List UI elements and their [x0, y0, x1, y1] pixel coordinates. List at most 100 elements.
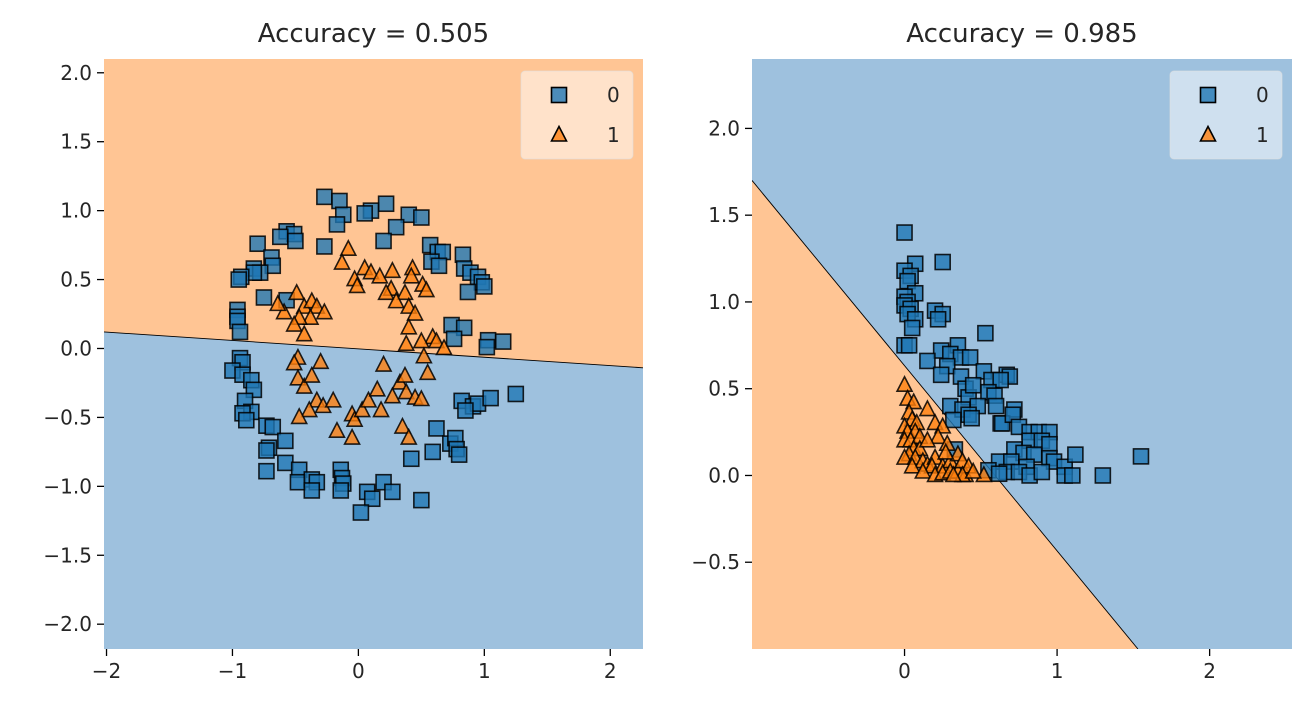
point-class-0 — [1067, 446, 1084, 463]
point-class-0 — [375, 232, 392, 250]
point-class-1 — [324, 390, 343, 408]
x-tick-label: −1 — [218, 659, 247, 683]
legend-marker-square — [1199, 86, 1217, 104]
point-class-1 — [370, 266, 389, 284]
legend-box — [1169, 70, 1283, 160]
y-tick-label: 2.0 — [708, 116, 740, 140]
point-class-1 — [315, 302, 334, 320]
point-class-0 — [430, 257, 448, 275]
point-class-1 — [914, 461, 932, 479]
point-class-1 — [397, 334, 416, 352]
point-class-0 — [494, 333, 512, 350]
point-class-1 — [399, 427, 418, 445]
legend-label: 1 — [607, 123, 620, 147]
point-class-0 — [303, 482, 321, 499]
point-class-0 — [482, 389, 499, 407]
point-class-0 — [387, 218, 405, 236]
point-class-1 — [383, 261, 402, 279]
point-class-0 — [929, 310, 947, 328]
point-class-0 — [963, 409, 980, 427]
point-class-1 — [387, 291, 405, 309]
point-class-1 — [285, 314, 303, 332]
point-class-1 — [333, 252, 351, 270]
point-class-1 — [417, 280, 436, 298]
point-class-0 — [478, 338, 496, 356]
x-tick-label: 2 — [604, 659, 617, 683]
point-class-1 — [301, 307, 320, 325]
point-class-0 — [287, 232, 304, 250]
y-tick-label: 0.5 — [60, 268, 92, 292]
point-class-1 — [377, 283, 395, 301]
point-class-0 — [332, 482, 350, 499]
point-class-1 — [311, 352, 330, 370]
point-class-0 — [934, 253, 951, 271]
point-class-1 — [289, 368, 307, 386]
point-class-1 — [359, 390, 378, 408]
data-points — [895, 224, 1150, 484]
point-class-0 — [900, 337, 918, 354]
point-class-0 — [964, 376, 982, 394]
point-class-0 — [476, 278, 493, 295]
y-axis: 2.0 1.5 1.0 0.5 0.0 −0.5 −1.0 −1.5 −2.0 — [43, 61, 104, 636]
point-class-1 — [918, 399, 937, 417]
point-class-1 — [343, 427, 361, 445]
legend-label: 1 — [1256, 123, 1269, 147]
point-class-1 — [275, 302, 293, 320]
y-tick-label: 0.0 — [708, 463, 740, 487]
legend-marker-triangle — [1199, 124, 1217, 142]
y-tick-label: 1.0 — [708, 290, 740, 314]
legend: 01 — [1169, 70, 1283, 160]
point-class-0 — [1132, 448, 1150, 465]
point-class-0 — [316, 188, 333, 206]
chart-title: Accuracy = 0.985 — [906, 19, 1137, 49]
point-class-1 — [345, 409, 364, 427]
point-class-0 — [377, 195, 395, 213]
point-class-0 — [459, 283, 477, 301]
y-tick-label: −2.0 — [43, 612, 92, 636]
point-class-1 — [368, 379, 387, 397]
point-class-0 — [457, 402, 474, 419]
y-tick-label: 2.0 — [60, 61, 92, 85]
point-class-1 — [435, 338, 453, 356]
legend-label: 0 — [1256, 83, 1269, 107]
point-class-1 — [399, 317, 418, 335]
point-class-0 — [238, 411, 255, 429]
y-tick-label: −0.5 — [691, 550, 740, 574]
legend-box — [520, 70, 634, 160]
point-class-0 — [977, 324, 994, 342]
legend: 01 — [520, 70, 634, 160]
point-class-0 — [507, 385, 525, 403]
point-class-1 — [393, 416, 412, 434]
y-tick-label: 1.5 — [60, 130, 92, 154]
y-tick-label: 1.5 — [708, 203, 740, 227]
point-class-1 — [412, 331, 431, 349]
point-class-0 — [990, 465, 1008, 483]
point-class-0 — [1041, 435, 1058, 453]
point-class-1 — [895, 374, 914, 393]
point-class-1 — [308, 296, 326, 314]
y-tick-label: 1.0 — [60, 199, 92, 223]
point-class-0 — [919, 352, 936, 370]
point-class-0 — [384, 483, 401, 501]
legend-marker-triangle — [550, 124, 568, 142]
point-class-0 — [1033, 463, 1051, 481]
point-class-0 — [402, 450, 420, 468]
x-tick-label: 2 — [1203, 659, 1216, 683]
x-tick-label: 1 — [1051, 659, 1064, 683]
decision-boundary — [752, 180, 1139, 649]
point-class-0 — [352, 504, 370, 521]
point-class-1 — [427, 331, 446, 349]
point-class-0 — [445, 330, 463, 348]
chart-title: Accuracy = 0.505 — [258, 19, 489, 49]
point-class-0 — [249, 235, 266, 253]
point-class-0 — [328, 216, 346, 233]
point-class-1 — [362, 262, 380, 280]
point-class-1 — [406, 303, 424, 321]
point-class-1 — [295, 324, 314, 342]
x-axis: 0 1 2 — [898, 649, 1216, 683]
point-class-1 — [348, 276, 366, 294]
point-class-0 — [1094, 467, 1112, 484]
point-class-1 — [396, 283, 414, 301]
point-class-0 — [428, 420, 445, 437]
